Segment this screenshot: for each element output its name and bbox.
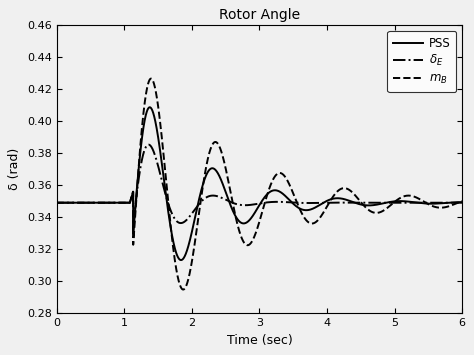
Line: PSS: PSS bbox=[56, 107, 462, 260]
$\delta_E$ bbox=[297, 201, 303, 205]
$\delta_E$ bbox=[146, 142, 151, 147]
$\delta_E$ bbox=[128, 199, 133, 203]
PSS bbox=[459, 200, 465, 204]
$m_B$ bbox=[148, 76, 154, 81]
$\delta_E$ bbox=[387, 201, 393, 205]
PSS bbox=[209, 166, 215, 170]
PSS bbox=[387, 200, 393, 204]
Line: $m_B$: $m_B$ bbox=[56, 78, 462, 290]
$m_B$ bbox=[356, 198, 362, 202]
$\delta_E$ bbox=[318, 201, 323, 205]
Line: $\delta_E$: $\delta_E$ bbox=[56, 144, 462, 228]
$m_B$ bbox=[387, 203, 393, 208]
PSS bbox=[128, 199, 133, 203]
$\delta_E$ bbox=[130, 225, 136, 230]
$\delta_E$ bbox=[356, 201, 362, 205]
PSS bbox=[54, 201, 59, 205]
Y-axis label: δ (rad): δ (rad) bbox=[9, 148, 21, 190]
Legend: PSS, $\delta_E$, $m_B$: PSS, $\delta_E$, $m_B$ bbox=[387, 31, 456, 92]
PSS bbox=[297, 207, 303, 211]
Title: Rotor Angle: Rotor Angle bbox=[219, 8, 300, 22]
$m_B$ bbox=[209, 144, 215, 148]
$m_B$ bbox=[459, 199, 465, 203]
$\delta_E$ bbox=[459, 201, 465, 205]
$m_B$ bbox=[318, 215, 323, 219]
$\delta_E$ bbox=[54, 201, 59, 205]
X-axis label: Time (sec): Time (sec) bbox=[227, 334, 292, 347]
$\delta_E$ bbox=[209, 193, 215, 198]
PSS bbox=[356, 202, 362, 206]
$m_B$ bbox=[180, 288, 186, 292]
$m_B$ bbox=[297, 207, 303, 212]
PSS bbox=[318, 202, 323, 207]
PSS bbox=[147, 105, 153, 109]
$m_B$ bbox=[128, 199, 133, 203]
$m_B$ bbox=[54, 201, 59, 205]
PSS bbox=[178, 258, 184, 262]
